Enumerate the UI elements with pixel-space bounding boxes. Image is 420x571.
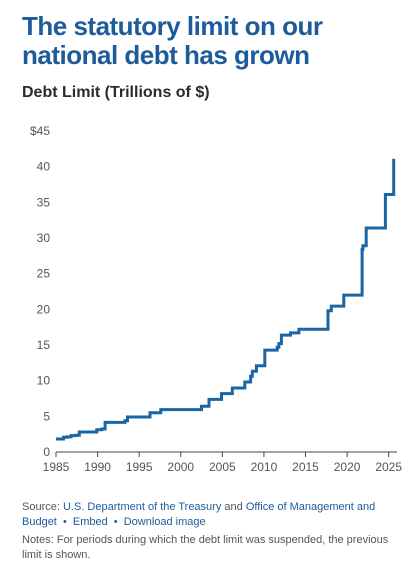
separator-dot: • <box>113 515 118 528</box>
treasury-link[interactable]: U.S. Department of the Treasury <box>62 501 222 513</box>
x-tick-label: 2000 <box>167 460 194 474</box>
y-tick-label: 30 <box>37 231 51 245</box>
chart-title: The statutory limit on our national debt… <box>22 11 323 70</box>
embed-link[interactable]: Embed <box>72 515 108 528</box>
x-tick-label: 2015 <box>292 460 319 474</box>
y-tick-label: $45 <box>30 124 50 138</box>
y-tick-label: 35 <box>37 195 51 209</box>
x-tick-label: 2005 <box>209 460 236 474</box>
chart-subtitle: Debt Limit (Trillions of $) <box>22 84 210 101</box>
debt-limit-line <box>56 158 396 441</box>
x-tick-label: 2010 <box>251 460 278 474</box>
separator-dot: • <box>62 515 67 528</box>
x-tick-label: 2025 <box>375 460 402 474</box>
y-tick-label: 20 <box>37 302 51 316</box>
download-image-link[interactable]: Download image <box>123 515 206 528</box>
y-tick-label: 10 <box>37 374 51 388</box>
omb-link[interactable]: Office of Management and Budget <box>22 501 376 528</box>
chart-series <box>56 158 396 441</box>
source-label: Source: <box>22 501 60 513</box>
y-tick-label: 15 <box>37 338 51 352</box>
x-tick-label: 2020 <box>334 460 361 474</box>
x-tick-label: 1985 <box>43 460 70 474</box>
y-tick-label: 40 <box>37 160 51 174</box>
x-tick-label: 1990 <box>84 460 111 474</box>
x-axis-ticks: 1985 1990 1995 2000 2005 2010 2015 2020 2025 <box>43 452 402 474</box>
y-tick-label: 25 <box>37 267 51 281</box>
and-text: and <box>224 501 243 513</box>
y-tick-label: 5 <box>43 409 50 423</box>
source-line: Source: U.S. Department of the Treasury … <box>22 500 402 529</box>
y-axis-ticks: 0 5 10 15 20 25 30 35 40 $45 <box>30 124 50 459</box>
y-tick-label: 0 <box>43 445 50 459</box>
chart-notes: Notes: For periods during which the debt… <box>22 534 389 561</box>
x-tick-label: 1995 <box>126 460 153 474</box>
